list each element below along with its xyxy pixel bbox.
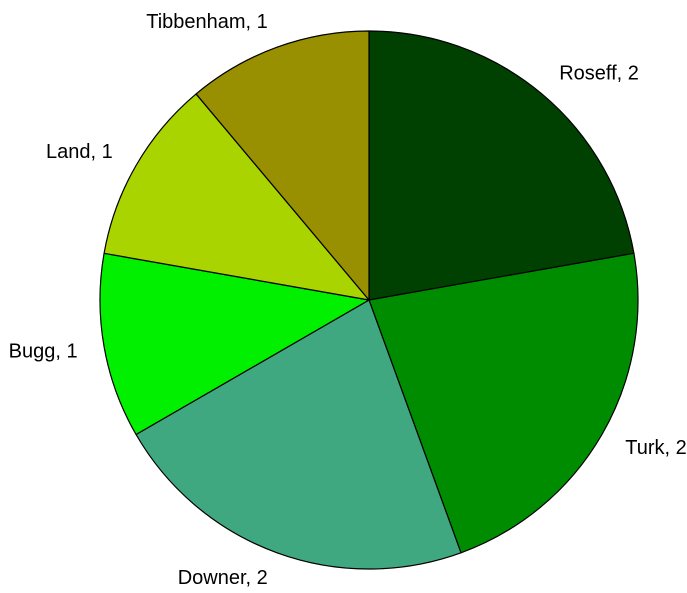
pie-slice-turk xyxy=(368,252,639,554)
pie-slice-land xyxy=(103,93,370,301)
pie-labels: Roseff, 2 Turk, 2 Downer, 2 Bugg, 1 Land, 1 T… xyxy=(9,11,687,589)
pie-slice-roseff xyxy=(368,30,635,301)
pie-slices xyxy=(99,30,639,570)
pie-slice-tibbenham xyxy=(195,30,370,301)
pie-slice-downer xyxy=(135,299,462,570)
pie-label-roseff: Roseff, 2 xyxy=(559,62,639,84)
pie-label-downer: Downer, 2 xyxy=(178,567,268,589)
pie-slice-bugg xyxy=(99,252,370,436)
pie-label-land: Land, 1 xyxy=(46,141,113,163)
pie-label-turk: Turk, 2 xyxy=(625,437,687,459)
pie-label-tibbenham: Tibbenham, 1 xyxy=(146,11,268,33)
pie-label-bugg: Bugg, 1 xyxy=(9,340,78,362)
